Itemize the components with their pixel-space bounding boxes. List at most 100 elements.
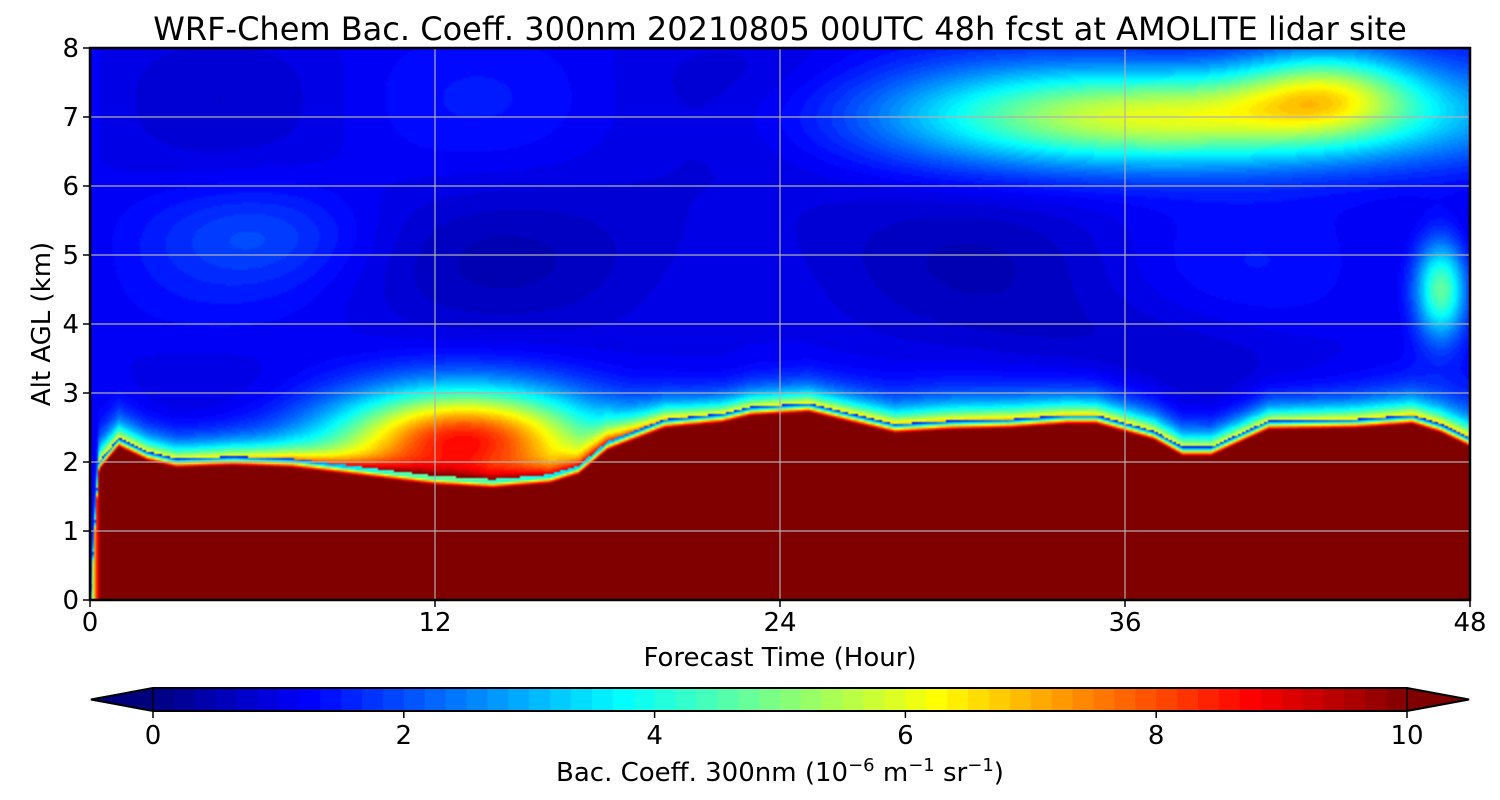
y-tick-label: 7: [62, 103, 79, 133]
colorbar-level: [571, 688, 593, 711]
colorbar-label-main: Bac. Coeff. 300nm (10: [556, 758, 848, 788]
colorbar-level: [299, 688, 321, 711]
colorbar-level: [1323, 688, 1345, 711]
colorbar-level: [1072, 688, 1095, 711]
colorbar-level: [466, 688, 488, 711]
y-tick-label: 5: [62, 241, 79, 271]
colorbar-tick-label: 0: [145, 721, 162, 751]
y-tick-label: 2: [62, 448, 79, 478]
colorbar-level: [153, 688, 175, 711]
colorbar-level: [1386, 688, 1408, 711]
colorbar-level: [863, 688, 886, 711]
colorbar-level: [1135, 688, 1157, 711]
x-tick-label: 48: [1453, 608, 1486, 638]
colorbar-level: [1177, 688, 1199, 711]
colorbar-tick-label: 4: [646, 721, 663, 751]
colorbar-level: [675, 688, 697, 711]
colorbar-level: [989, 688, 1011, 711]
colorbar-level: [821, 688, 844, 711]
colorbar-level: [591, 688, 614, 711]
colorbar-tick-label: 2: [396, 721, 413, 751]
colorbar-level: [173, 688, 196, 711]
colorbar-ticks: 0 2 4 6 8 10: [145, 711, 1424, 751]
colorbar-level: [884, 688, 906, 711]
colorbar-level: [633, 688, 656, 711]
colorbar-level: [717, 688, 739, 711]
colorbar-label-mid2: sr: [935, 758, 968, 788]
colorbar-level: [842, 688, 865, 711]
colorbar-level: [1114, 688, 1136, 711]
colorbar-level: [968, 688, 990, 711]
grid: [90, 48, 1470, 600]
colorbar-level: [612, 688, 635, 711]
x-axis-ticks: 0 12 24 36 48: [82, 600, 1487, 638]
colorbar-extend-max: [1406, 687, 1470, 712]
colorbar-level: [1302, 688, 1324, 711]
colorbar-level: [424, 688, 447, 711]
colorbar-level: [445, 688, 468, 711]
colorbar-tick-label: 10: [1390, 721, 1423, 751]
colorbar-level: [1365, 688, 1387, 711]
colorbar-level: [550, 688, 572, 711]
y-tick-label: 8: [62, 34, 79, 64]
x-tick-label: 24: [763, 608, 796, 638]
chart-title: WRF-Chem Bac. Coeff. 300nm 20210805 00UT…: [153, 10, 1407, 48]
colorbar-level: [278, 688, 300, 711]
colorbar-level: [1009, 688, 1032, 711]
x-tick-label: 0: [82, 608, 99, 638]
colorbar-level: [1030, 688, 1053, 711]
colorbar-level: [529, 688, 551, 711]
colorbar-level: [508, 688, 530, 711]
colorbar-level: [215, 688, 238, 711]
colorbar-level: [257, 688, 279, 711]
y-tick-label: 4: [62, 310, 79, 340]
colorbar-level: [382, 688, 405, 711]
colorbar-level: [905, 688, 927, 711]
colorbar-label-mid: m: [875, 758, 909, 788]
colorbar-level: [1239, 688, 1262, 711]
x-axis-label: Forecast Time (Hour): [643, 643, 916, 673]
colorbar-level: [1093, 688, 1115, 711]
colorbar-label: Bac. Coeff. 300nm (10−6 m−1 sr−1): [556, 755, 1004, 789]
colorbar-extend-min: [90, 687, 154, 712]
colorbar-level: [947, 688, 969, 711]
colorbar-level: [759, 688, 781, 711]
colorbar-level: [1218, 688, 1241, 711]
colorbar-level: [1281, 688, 1304, 711]
x-tick-label: 12: [418, 608, 451, 638]
colorbar-level: [696, 688, 718, 711]
y-tick-label: 1: [62, 517, 79, 547]
y-tick-label: 0: [62, 586, 79, 616]
colorbar-level: [1344, 688, 1366, 711]
colorbar-level: [738, 688, 760, 711]
colorbar-label-end: ): [994, 758, 1004, 788]
colorbar-level: [236, 688, 259, 711]
colorbar-level: [1051, 688, 1074, 711]
colorbar-level: [362, 688, 384, 711]
colorbar-level: [926, 688, 948, 711]
colorbar-level: [780, 688, 802, 711]
colorbar-levels: [153, 688, 1408, 711]
y-tick-label: 6: [62, 172, 79, 202]
colorbar-level: [320, 688, 342, 711]
y-tick-label: 3: [62, 379, 79, 409]
y-axis-label: Alt AGL (km): [27, 242, 57, 406]
colorbar-level: [403, 688, 426, 711]
colorbar-level: [341, 688, 363, 711]
x-tick-label: 36: [1108, 608, 1141, 638]
colorbar: 0 2 4 6 8 10 Bac. Coeff. 300nm (10−6 m−1 sr−1…: [90, 687, 1470, 789]
colorbar-level: [1156, 688, 1178, 711]
colorbar-level: [800, 688, 823, 711]
colorbar-level: [194, 688, 217, 711]
colorbar-tick-label: 8: [1148, 721, 1165, 751]
colorbar-tick-label: 6: [897, 721, 914, 751]
colorbar-level: [1260, 688, 1283, 711]
colorbar-level: [654, 688, 677, 711]
colorbar-label-exp1: −6: [848, 755, 875, 776]
y-axis-ticks: 0 1 2 3 4 5 6 7 8: [62, 34, 90, 616]
colorbar-level: [1198, 688, 1220, 711]
colorbar-label-exp3: −1: [967, 755, 994, 776]
colorbar-label-exp2: −1: [908, 755, 935, 776]
colorbar-level: [487, 688, 509, 711]
